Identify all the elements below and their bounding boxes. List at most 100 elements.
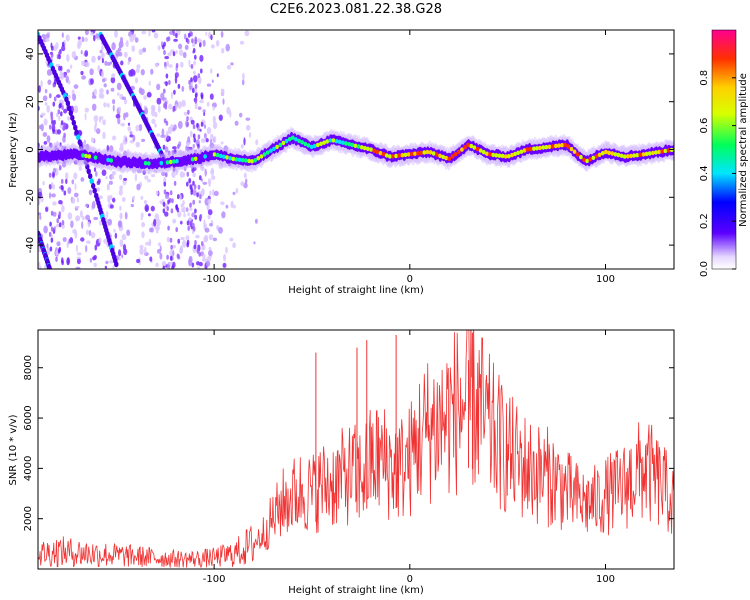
noise-blob <box>206 101 210 107</box>
noise-blob <box>139 244 144 250</box>
noise-blob <box>197 73 201 79</box>
noise-blob <box>98 92 103 99</box>
noise-blob <box>50 226 54 232</box>
noise-blob <box>177 211 182 218</box>
noise-blob <box>101 70 104 78</box>
noise-blob <box>75 244 78 253</box>
noise-blob <box>154 213 160 222</box>
ridge-peak <box>416 151 420 156</box>
noise-blob <box>40 123 44 132</box>
noise-blob <box>45 33 50 39</box>
noise-blob <box>225 204 229 209</box>
noise-blob <box>170 91 173 100</box>
noise-blob <box>171 170 176 179</box>
noise-blob <box>234 120 239 126</box>
noise-blob <box>194 83 198 89</box>
noise-blob <box>192 189 197 196</box>
ridge-peak <box>438 153 442 158</box>
ridge-peak <box>287 137 292 142</box>
colorbar-gradient <box>711 29 737 270</box>
noise-blob <box>182 206 186 214</box>
noise-blob <box>161 261 167 267</box>
track-blob <box>85 163 90 170</box>
noise-blob <box>188 258 192 267</box>
noise-blob <box>122 244 127 251</box>
ridge-peak <box>356 144 361 149</box>
noise-blob <box>180 61 184 68</box>
colorbar-tick-label: 0.4 <box>699 165 710 181</box>
noise-blob <box>102 131 106 140</box>
noise-blob <box>199 194 202 200</box>
noise-blob <box>113 228 116 233</box>
noise-blob <box>60 185 64 190</box>
noise-blob <box>105 260 109 265</box>
noise-blob <box>175 33 178 38</box>
noise-blob <box>114 232 118 239</box>
noise-blob <box>49 221 52 227</box>
noise-blob <box>220 141 224 145</box>
noise-blob <box>61 32 64 38</box>
noise-blob <box>167 126 173 134</box>
noise-blob <box>163 189 167 195</box>
noise-blob <box>213 121 218 130</box>
ridge-peak <box>566 144 571 149</box>
noise-blob <box>43 141 48 145</box>
ridge-peak <box>316 142 320 148</box>
noise-blob <box>173 180 177 186</box>
noise-blob <box>40 112 46 117</box>
noise-blob <box>121 254 124 259</box>
ridge-peak <box>594 154 599 159</box>
ridge-peak <box>294 137 298 142</box>
noise-blob <box>212 237 217 242</box>
ridge-peak <box>222 154 226 159</box>
noise-blob <box>164 61 167 67</box>
noise-blob <box>149 227 153 233</box>
ridge-peak <box>456 149 461 155</box>
noise-blob <box>49 93 52 99</box>
noise-blob <box>127 122 131 126</box>
noise-blob <box>172 51 176 57</box>
noise-blob <box>156 133 161 137</box>
ridge-peak <box>425 149 430 155</box>
noise-blob <box>210 44 215 49</box>
ridge-peak <box>651 150 655 156</box>
noise-blob <box>111 170 117 176</box>
noise-blob <box>85 244 88 253</box>
noise-blob <box>202 181 208 185</box>
noise-blob <box>147 179 151 183</box>
ridge-peak <box>478 148 483 153</box>
noise-blob <box>174 75 178 84</box>
noise-blob <box>198 200 201 204</box>
noise-blob <box>255 139 259 146</box>
noise-blob <box>71 197 76 204</box>
noise-blob <box>40 80 43 88</box>
noise-blob <box>192 222 195 228</box>
ridge-peak <box>291 135 295 140</box>
noise-blob <box>106 144 110 153</box>
spectrogram-panel: -100 0 100 -40 -20 0 20 40 Height of straight l… <box>8 29 675 296</box>
noise-blob <box>48 192 52 199</box>
noise-blob <box>194 54 197 60</box>
noise-blob <box>88 189 93 196</box>
noise-blob <box>94 244 98 251</box>
ridge-peak <box>575 152 580 157</box>
noise-blob <box>185 207 189 212</box>
noise-blob <box>211 102 217 108</box>
noise-blob <box>156 83 161 91</box>
ridge-peak <box>447 156 452 161</box>
snr-data <box>38 330 674 569</box>
noise-blob <box>120 60 124 66</box>
ridge-peak <box>159 160 164 166</box>
noise-blob <box>116 82 122 91</box>
x-tick-label: 0 <box>407 574 413 585</box>
noise-blob <box>50 142 53 148</box>
noise-blob <box>111 73 116 78</box>
noise-blob <box>148 80 151 86</box>
noise-blob <box>199 99 204 104</box>
noise-blob <box>163 181 167 187</box>
ridge-peak <box>384 153 389 158</box>
ridge-peak <box>284 138 289 144</box>
noise-blob <box>194 98 198 104</box>
colorbar-tick-label: 0.2 <box>699 213 710 229</box>
noise-blob <box>183 33 187 40</box>
